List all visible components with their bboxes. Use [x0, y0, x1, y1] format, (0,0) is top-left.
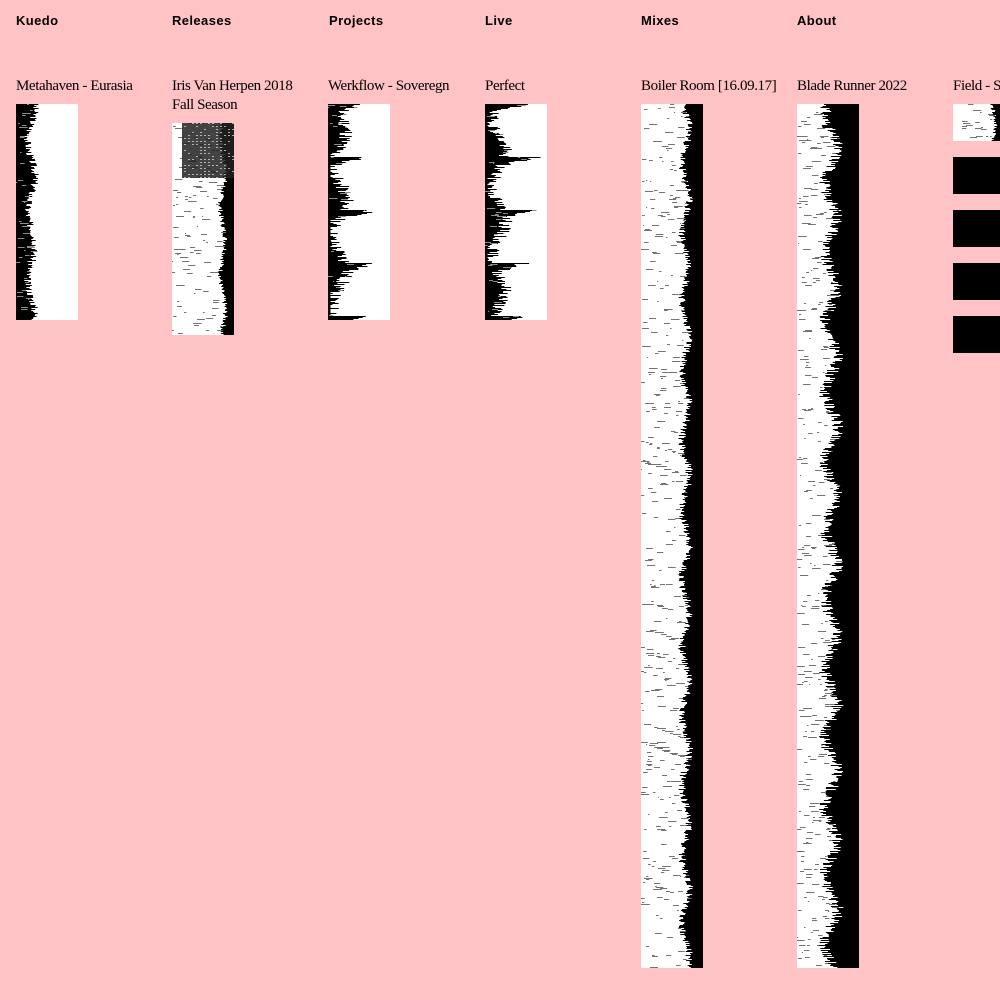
track-title-boiler-room[interactable]: Boiler Room [16.09.17]	[641, 78, 777, 94]
waveform-blade-runner[interactable]	[797, 104, 859, 968]
field-block-3[interactable]	[953, 263, 1000, 300]
track-column-iris-van-herpen: Iris Van Herpen 2018 Fall Season	[172, 77, 312, 335]
nav-releases[interactable]: Releases	[172, 13, 232, 28]
track-column-blade-runner: Blade Runner 2022	[797, 77, 937, 968]
nav-live[interactable]: Live	[485, 13, 513, 28]
track-title-perfect[interactable]: Perfect	[485, 78, 525, 94]
track-column-boiler-room: Boiler Room [16.09.17]	[641, 77, 781, 968]
waveform-metahaven[interactable]	[16, 104, 78, 320]
waveform-field-graphic	[953, 104, 1000, 141]
nav-mixes[interactable]: Mixes	[641, 13, 680, 28]
track-column-werkflow: Werkflow - Soveregn	[328, 77, 468, 320]
track-title-werkflow[interactable]: Werkflow - Soveregn	[328, 78, 450, 94]
waveform-perfect-graphic	[485, 104, 547, 320]
field-block-1[interactable]	[953, 157, 1000, 194]
waveform-blade-runner-graphic	[797, 104, 859, 968]
waveform-iris-van-herpen[interactable]	[172, 123, 234, 335]
track-column-perfect: Perfect	[485, 77, 625, 320]
nav-projects[interactable]: Projects	[329, 13, 384, 28]
track-column-field: Field - Sy	[953, 77, 1000, 96]
waveform-werkflow[interactable]	[328, 104, 390, 320]
track-column-metahaven: Metahaven - Eurasia	[16, 77, 156, 320]
waveform-perfect[interactable]	[485, 104, 547, 320]
waveform-metahaven-graphic	[16, 104, 78, 320]
waveform-werkflow-graphic	[328, 104, 390, 320]
track-title-blade-runner[interactable]: Blade Runner 2022	[797, 78, 907, 94]
field-block-4[interactable]	[953, 316, 1000, 353]
track-title-iris-van-herpen[interactable]: Iris Van Herpen 2018 Fall Season	[172, 78, 293, 113]
waveform-boiler-room[interactable]	[641, 104, 703, 968]
nav-home-logo[interactable]: Kuedo	[16, 13, 59, 28]
nav-about[interactable]: About	[797, 13, 837, 28]
field-block-2[interactable]	[953, 210, 1000, 247]
track-title-field[interactable]: Field - Sy	[953, 78, 1000, 94]
track-title-metahaven[interactable]: Metahaven - Eurasia	[16, 78, 133, 94]
waveform-field[interactable]	[953, 104, 1000, 141]
waveform-boiler-room-graphic	[641, 104, 703, 968]
waveform-iris-van-herpen-graphic	[172, 123, 234, 335]
